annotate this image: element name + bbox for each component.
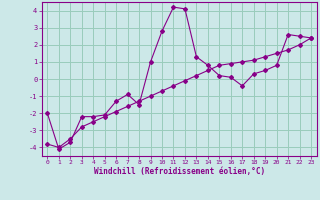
X-axis label: Windchill (Refroidissement éolien,°C): Windchill (Refroidissement éolien,°C) xyxy=(94,167,265,176)
